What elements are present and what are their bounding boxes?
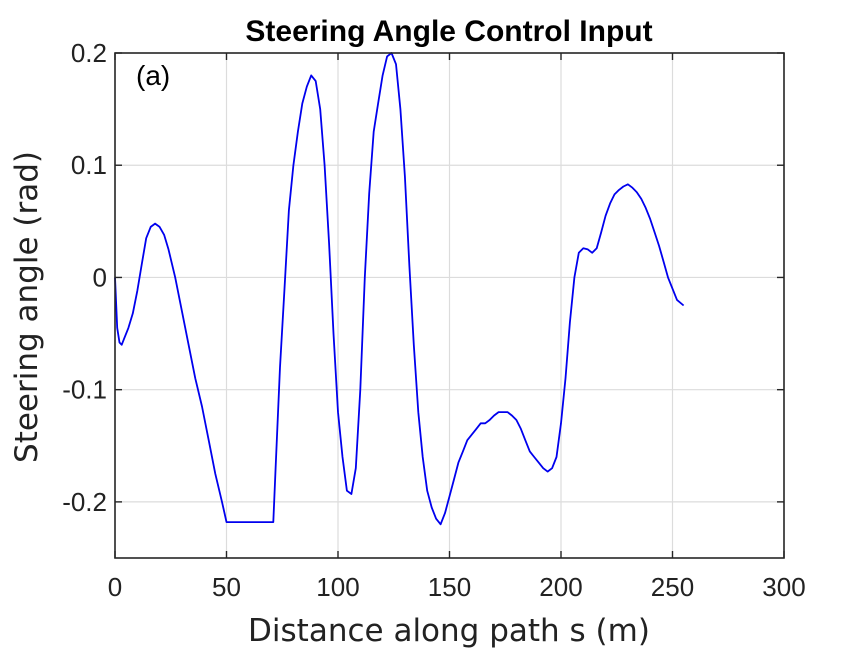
x-axis-label: Distance along path s (m) <box>248 613 650 649</box>
steering-angle-line <box>114 52 685 526</box>
tick-marks <box>114 52 785 558</box>
x-tick-label: 0 <box>108 572 122 602</box>
grid-lines <box>114 52 785 558</box>
y-tick-label: 0.1 <box>71 150 107 180</box>
x-tick-labels: 0 50 100 150 200 250 300 <box>108 572 806 602</box>
x-tick-label: 100 <box>316 572 359 602</box>
y-tick-labels: -0.2 -0.1 0 0.1 0.2 <box>62 38 107 517</box>
x-tick-label: 300 <box>762 572 805 602</box>
chart-title: Steering Angle Control Input <box>245 15 652 48</box>
x-tick-label: 250 <box>651 572 694 602</box>
series-layer <box>114 52 685 526</box>
y-tick-label: -0.1 <box>62 375 107 405</box>
x-tick-label: 150 <box>428 572 471 602</box>
y-axis-label: Steering angle (rad) <box>9 151 45 463</box>
y-tick-label: 0 <box>93 262 107 292</box>
y-tick-label: -0.2 <box>62 487 107 517</box>
x-tick-label: 200 <box>539 572 582 602</box>
y-tick-label: 0.2 <box>71 38 107 68</box>
x-tick-label: 50 <box>212 572 241 602</box>
panel-annotation: (a) <box>136 60 170 91</box>
